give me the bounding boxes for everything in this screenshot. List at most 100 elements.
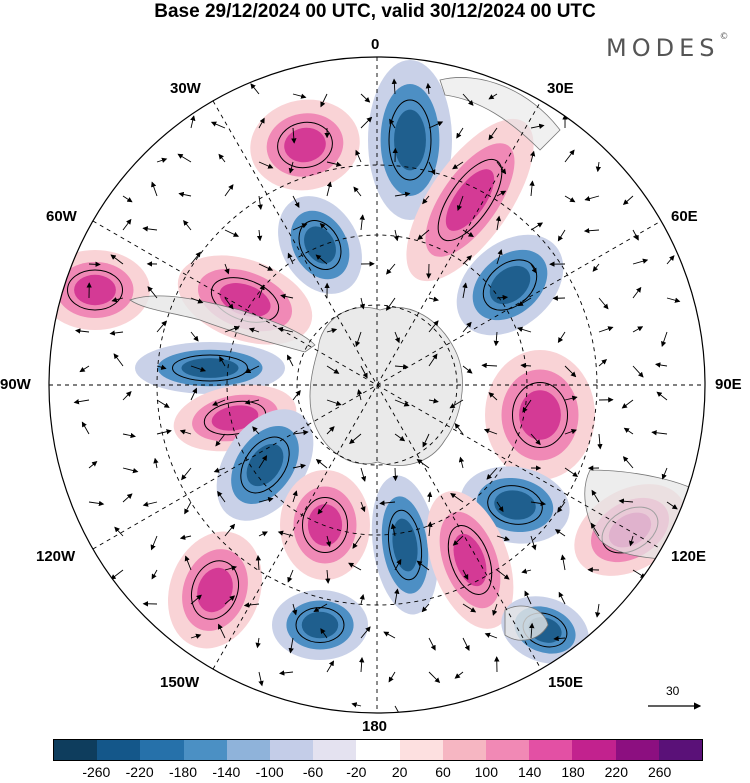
wind-arrow (529, 180, 535, 197)
wind-arrow (178, 191, 192, 198)
wind-arrow (258, 531, 268, 537)
wind-arrow (258, 497, 274, 503)
wind-arrow (661, 331, 668, 347)
wind-arrow (557, 501, 566, 513)
wind-arrow (592, 263, 600, 272)
wind-arrow (252, 426, 260, 435)
wind-arrow (386, 263, 396, 275)
wind-arrow (190, 251, 201, 265)
wind-arrow (557, 331, 566, 343)
wind-arrow (355, 149, 362, 163)
wind-arrow (428, 353, 438, 367)
wind-arrow (355, 331, 362, 347)
wind-arrow (151, 569, 158, 580)
wind-arrow (280, 293, 294, 300)
wind-arrow (394, 331, 400, 344)
wind-arrow (313, 603, 328, 612)
wind-arrow (621, 399, 634, 409)
wind-arrow (495, 215, 502, 231)
lon-label-90e: 90E (715, 376, 742, 393)
wind-arrow (150, 535, 158, 551)
wind-arrow (622, 195, 634, 205)
wind-arrow (492, 603, 498, 616)
wind-arrow (517, 326, 532, 333)
wind-arrow (488, 392, 498, 401)
wind-arrow (360, 467, 367, 482)
wind-arrow (320, 93, 328, 108)
wind-arrow (358, 656, 365, 673)
wind-arrow (390, 523, 397, 537)
wind-arrow (632, 229, 639, 241)
wind-arrow (391, 78, 398, 95)
wind-arrow (449, 399, 464, 409)
wind-arrow (632, 365, 644, 378)
wind-arrow (598, 359, 608, 367)
wind-arrow (529, 150, 536, 163)
wind-arrow (184, 555, 192, 571)
wind-arrow (79, 365, 90, 373)
wind-arrow (456, 127, 464, 139)
colorbar-tick-label: 100 (474, 764, 499, 780)
wind-arrow (122, 432, 136, 439)
wind-arrow (258, 671, 264, 687)
wind-arrow (110, 254, 124, 265)
wind-arrow (564, 195, 576, 203)
map-border (48, 56, 706, 714)
wind-arrow (462, 282, 468, 299)
wind-arrow (425, 82, 432, 95)
wind-arrow (190, 297, 204, 304)
wind-arrow (348, 562, 362, 571)
wind-arrow (383, 631, 396, 639)
wind-arrow (73, 399, 90, 405)
wind-arrow (428, 671, 441, 684)
wind-arrow (666, 501, 678, 510)
negative-anomaly (368, 60, 452, 220)
positive-anomaly (167, 531, 263, 649)
wind-arrow (326, 660, 335, 673)
wind-arrow (483, 428, 498, 435)
wind-arrow (353, 186, 362, 197)
wind-arrow (496, 501, 504, 513)
wind-arrow (156, 364, 167, 370)
colorbar-cell (399, 740, 443, 760)
lon-label-30e: 30E (547, 80, 574, 97)
wind-arrow (651, 430, 668, 436)
wind-arrow (224, 229, 239, 237)
colorbar-cell (486, 740, 530, 760)
wind-arrow (356, 389, 363, 401)
wind-arrow (632, 258, 649, 265)
wind-arrow (496, 535, 510, 542)
colorbar-cell (572, 740, 616, 760)
wind-arrow (628, 535, 635, 547)
wind-arrow (292, 389, 301, 401)
colorbar-tick-label: -20 (346, 764, 367, 780)
wind-arrow (156, 157, 168, 163)
wind-arrow (288, 637, 294, 654)
wind-arrow (184, 501, 192, 515)
wind-arrow (359, 593, 365, 605)
wind-arrow (598, 326, 614, 333)
wind-arrow (564, 467, 579, 477)
wind-arrow (622, 456, 634, 469)
wind-arrow (520, 362, 532, 369)
wind-arrow (224, 184, 234, 197)
wind-vectors (73, 78, 681, 713)
wind-arrow (496, 294, 509, 301)
wind-arrow (557, 229, 566, 242)
positive-anomaly (250, 99, 360, 191)
wind-arrow (325, 535, 332, 548)
wind-arrow (277, 530, 294, 537)
wind-arrow (142, 501, 158, 507)
colorbar-cell (313, 740, 357, 760)
positive-anomaly (280, 470, 370, 580)
wind-arrow (632, 326, 644, 333)
wind-arrow (496, 161, 507, 175)
negative-anomaly (371, 475, 439, 615)
wind-arrow (564, 395, 578, 401)
wind-arrow (360, 365, 368, 379)
wind-arrow (530, 263, 537, 274)
wind-arrow (394, 364, 409, 370)
wind-arrow (179, 429, 192, 435)
wind-arrow (326, 181, 332, 197)
